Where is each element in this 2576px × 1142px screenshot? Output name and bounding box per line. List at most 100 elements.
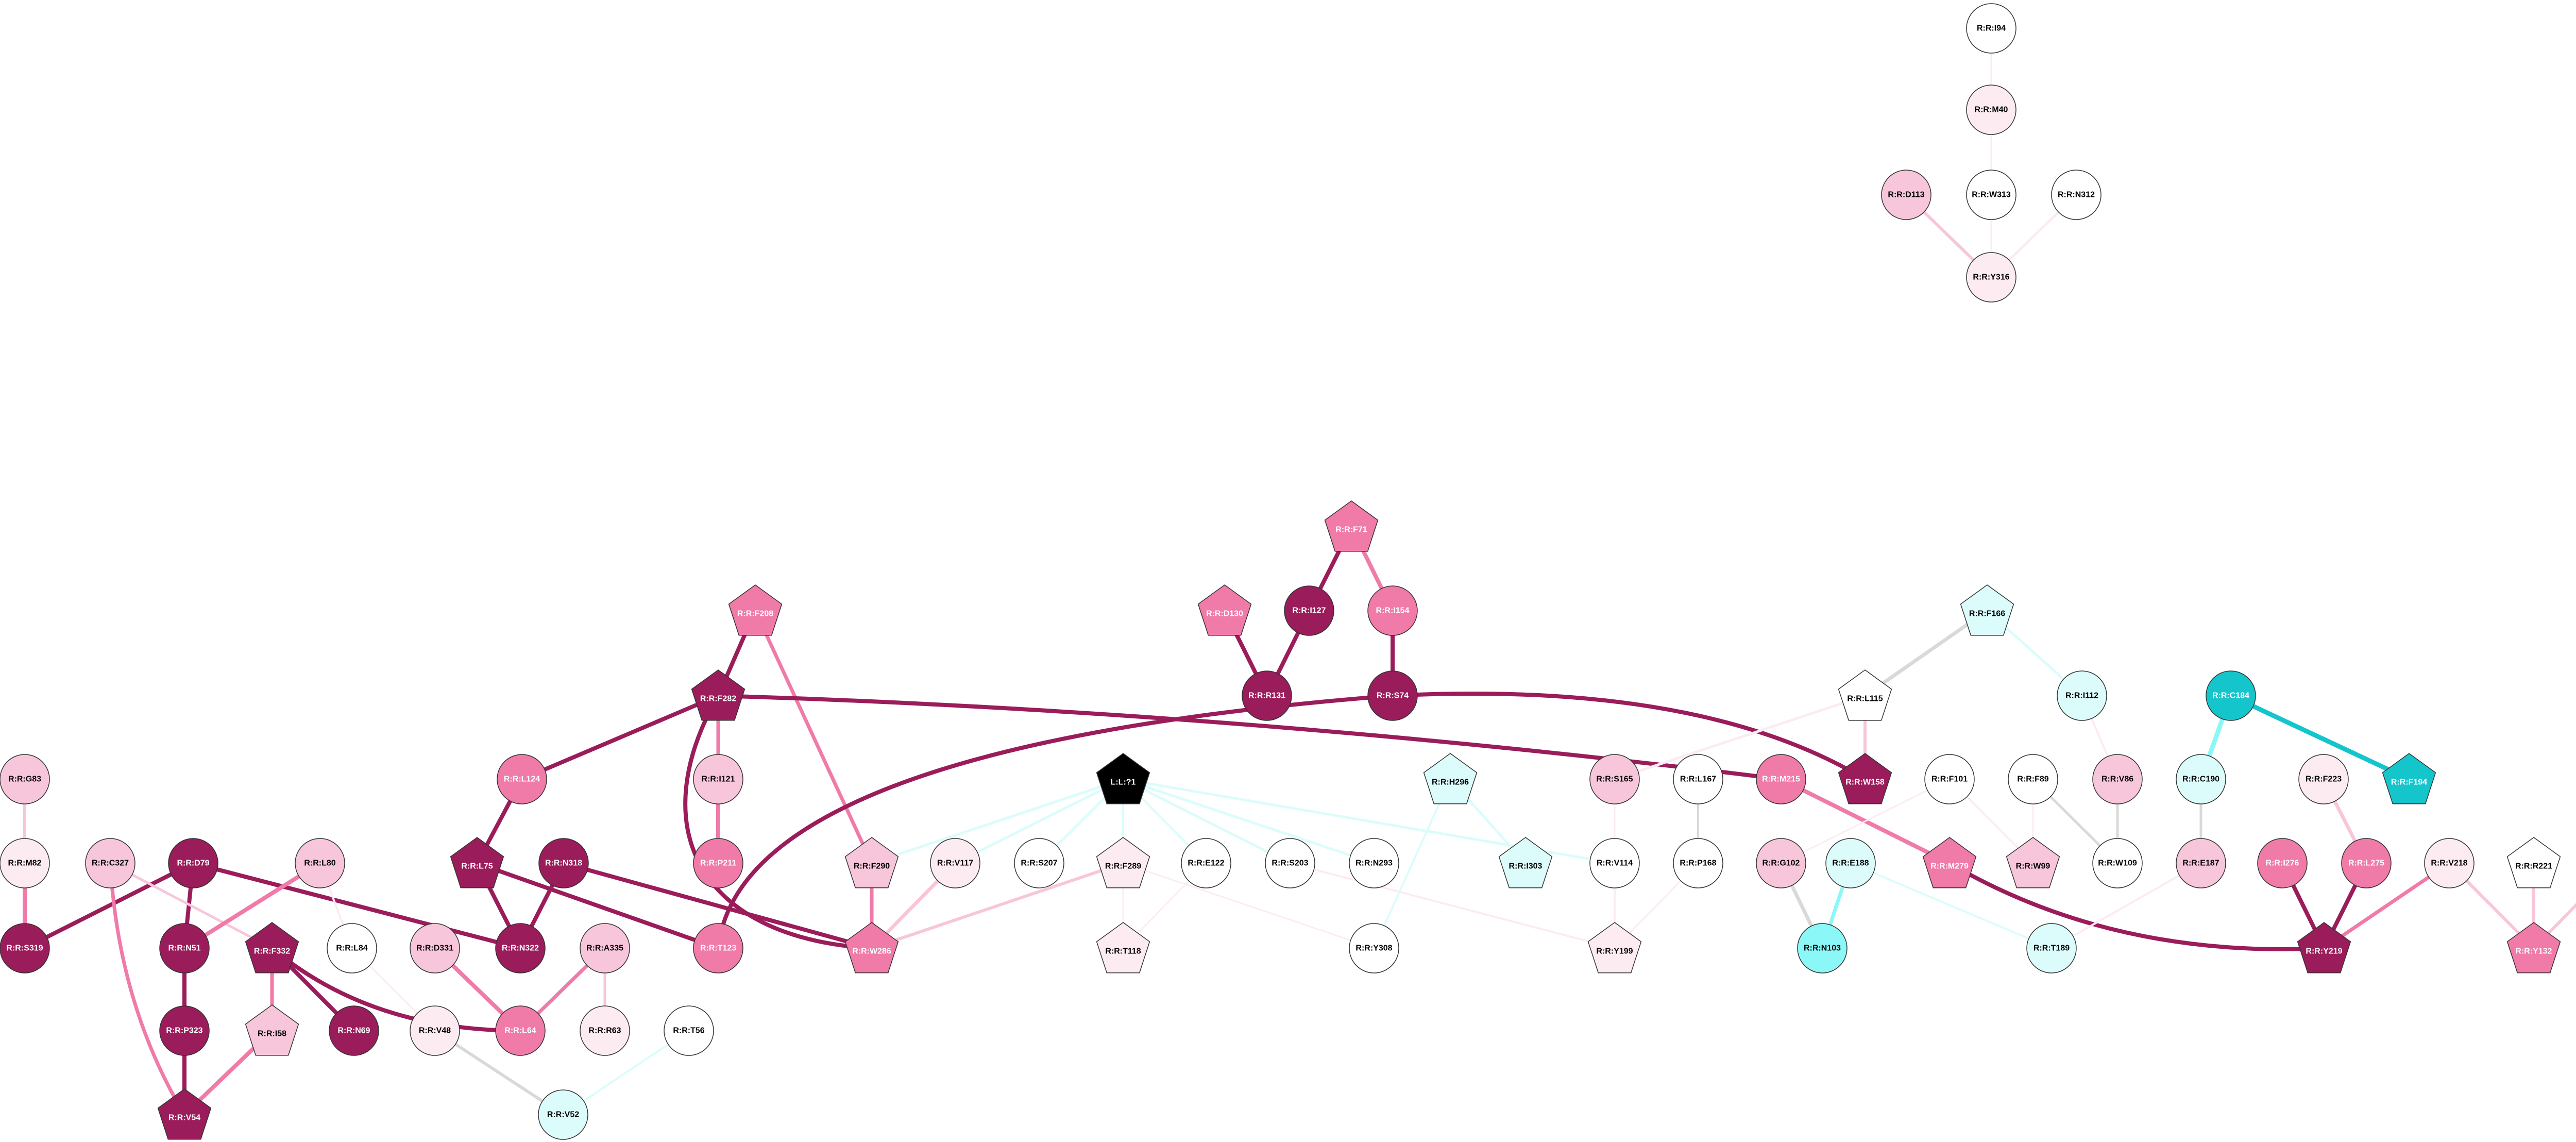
node-T123[interactable]: R:R:T123 [693, 923, 743, 973]
circle-node-shape [0, 754, 50, 804]
node-R63[interactable]: R:R:R63 [580, 1005, 630, 1056]
node-V218[interactable]: R:R:V218 [2424, 838, 2475, 888]
node-C190[interactable]: R:R:C190 [2176, 754, 2226, 804]
node-P323[interactable]: R:R:P323 [159, 1005, 210, 1056]
node-I303[interactable]: R:R:I303 [1498, 837, 1553, 888]
node-label: R:R:T189 [2033, 944, 2070, 953]
node-P168[interactable]: R:R:P168 [1673, 838, 1723, 888]
node-W158[interactable]: R:R:W158 [1838, 753, 1892, 804]
node-V54[interactable]: R:R:V54 [157, 1088, 212, 1140]
node-L75[interactable]: R:R:L75 [450, 837, 504, 888]
node-D331[interactable]: R:R:D331 [410, 923, 460, 973]
node-label: R:R:E187 [2182, 859, 2219, 868]
node-E188[interactable]: R:R:E188 [1825, 838, 1876, 888]
node-F208[interactable]: R:R:F208 [728, 584, 783, 636]
node-M279[interactable]: R:R:M279 [1922, 837, 1977, 888]
node-D79[interactable]: R:R:D79 [168, 838, 218, 888]
node-N322[interactable]: R:R:N322 [495, 923, 546, 973]
node-I154[interactable]: R:R:I154 [1367, 585, 1418, 636]
circle-node-shape [2057, 670, 2107, 721]
node-L64[interactable]: R:R:L64 [495, 1005, 546, 1056]
pentagon-node-shape [2506, 837, 2561, 888]
node-G102[interactable]: R:R:G102 [1756, 838, 1806, 888]
node-W99[interactable]: R:R:W99 [2006, 837, 2060, 888]
node-S74[interactable]: R:R:S74 [1367, 670, 1418, 721]
node-F166[interactable]: R:R:F166 [1960, 584, 2014, 636]
node-Y308[interactable]: R:R:Y308 [1349, 923, 1399, 973]
node-C184[interactable]: R:R:C184 [2206, 670, 2256, 721]
node-P211[interactable]: R:R:P211 [693, 838, 743, 888]
circle-node-shape [1589, 838, 1640, 888]
node-D113[interactable]: R:R:D113 [1881, 170, 1931, 220]
node-H296[interactable]: R:R:H296 [1423, 753, 1478, 804]
node-A335[interactable]: R:R:A335 [580, 923, 630, 973]
node-T189[interactable]: R:R:T189 [2026, 923, 2077, 973]
node-T56[interactable]: R:R:T56 [664, 1005, 714, 1056]
node-F71[interactable]: R:R:F71 [1324, 500, 1379, 552]
node-I112[interactable]: R:R:I112 [2057, 670, 2107, 721]
node-Y316[interactable]: R:R:Y316 [1966, 252, 2016, 303]
node-L167[interactable]: R:R:L167 [1673, 754, 1723, 804]
node-M82[interactable]: R:R:M82 [0, 838, 50, 888]
node-L84[interactable]: R:R:L84 [327, 923, 377, 973]
node-I127[interactable]: R:R:I127 [1284, 585, 1334, 636]
edge-F208-F290 [753, 609, 874, 865]
node-N103[interactable]: R:R:N103 [1797, 923, 1848, 973]
node-E187[interactable]: R:R:E187 [2176, 838, 2226, 888]
node-N318[interactable]: R:R:N318 [538, 838, 589, 888]
node-I276[interactable]: R:R:I276 [2257, 838, 2308, 888]
node-F223[interactable]: R:R:F223 [2298, 754, 2349, 804]
circle-node-shape [2176, 838, 2226, 888]
node-N69[interactable]: R:R:N69 [329, 1005, 379, 1056]
node-R221[interactable]: R:R:R221 [2506, 837, 2561, 888]
node-C327[interactable]: R:R:C327 [85, 838, 135, 888]
node-L275[interactable]: R:R:L275 [2341, 838, 2392, 888]
node-label: R:R:Y199 [1596, 947, 1633, 956]
node-S207[interactable]: R:R:S207 [1014, 838, 1064, 888]
node-L171[interactable]: L:L:?1 [1096, 753, 1150, 804]
node-G83[interactable]: R:R:G83 [0, 754, 50, 804]
node-R131[interactable]: R:R:R131 [1242, 670, 1292, 721]
node-V114[interactable]: R:R:V114 [1589, 838, 1640, 888]
node-L124[interactable]: R:R:L124 [497, 754, 547, 804]
node-W286[interactable]: R:R:W286 [844, 922, 899, 973]
node-D130[interactable]: R:R:D130 [1197, 584, 1252, 636]
node-S165[interactable]: R:R:S165 [1589, 754, 1640, 804]
node-F290[interactable]: R:R:F290 [844, 837, 899, 888]
node-Y219[interactable]: R:R:Y219 [2297, 922, 2351, 973]
node-F332[interactable]: R:R:F332 [245, 922, 299, 973]
node-F89[interactable]: R:R:F89 [2008, 754, 2058, 804]
node-V86[interactable]: R:R:V86 [2092, 754, 2143, 804]
node-V52[interactable]: R:R:V52 [538, 1089, 588, 1140]
node-S319[interactable]: R:R:S319 [0, 923, 50, 973]
node-M215[interactable]: R:R:M215 [1756, 754, 1806, 804]
node-R94[interactable]: R:R:I94 [1966, 3, 2016, 54]
node-F289[interactable]: R:R:F289 [1096, 837, 1150, 888]
node-M40[interactable]: R:R:M40 [1966, 85, 2016, 135]
node-Y132[interactable]: R:R:Y132 [2506, 922, 2561, 973]
node-V48[interactable]: R:R:V48 [410, 1005, 460, 1056]
node-N51[interactable]: R:R:N51 [159, 923, 210, 973]
node-F194[interactable]: R:R:F194 [2382, 753, 2436, 804]
node-W109[interactable]: R:R:W109 [2092, 838, 2143, 888]
node-label: R:R:D331 [416, 944, 453, 953]
node-L80[interactable]: R:R:L80 [295, 838, 345, 888]
node-N293[interactable]: R:R:N293 [1349, 838, 1399, 888]
node-Y199[interactable]: R:R:Y199 [1587, 922, 1642, 973]
node-F282[interactable]: R:R:F282 [691, 669, 745, 721]
edge-C184-F194 [2228, 693, 2412, 782]
node-N312[interactable]: R:R:N312 [2051, 170, 2102, 220]
node-T118[interactable]: R:R:T118 [1096, 922, 1150, 973]
edge-F282-W286 [683, 694, 874, 950]
node-F101[interactable]: R:R:F101 [1924, 754, 1975, 804]
node-label: R:R:A335 [586, 944, 623, 953]
node-S203[interactable]: R:R:S203 [1265, 838, 1315, 888]
circle-node-shape [1014, 838, 1064, 888]
node-V117[interactable]: R:R:V117 [930, 838, 980, 888]
node-E122[interactable]: R:R:E122 [1181, 838, 1231, 888]
circle-node-shape [410, 1005, 460, 1056]
node-I121[interactable]: R:R:I121 [693, 754, 743, 804]
node-W313[interactable]: R:R:W313 [1966, 170, 2016, 220]
node-I58[interactable]: R:R:I58 [245, 1004, 299, 1056]
node-L115[interactable]: R:R:L115 [1838, 669, 1892, 721]
